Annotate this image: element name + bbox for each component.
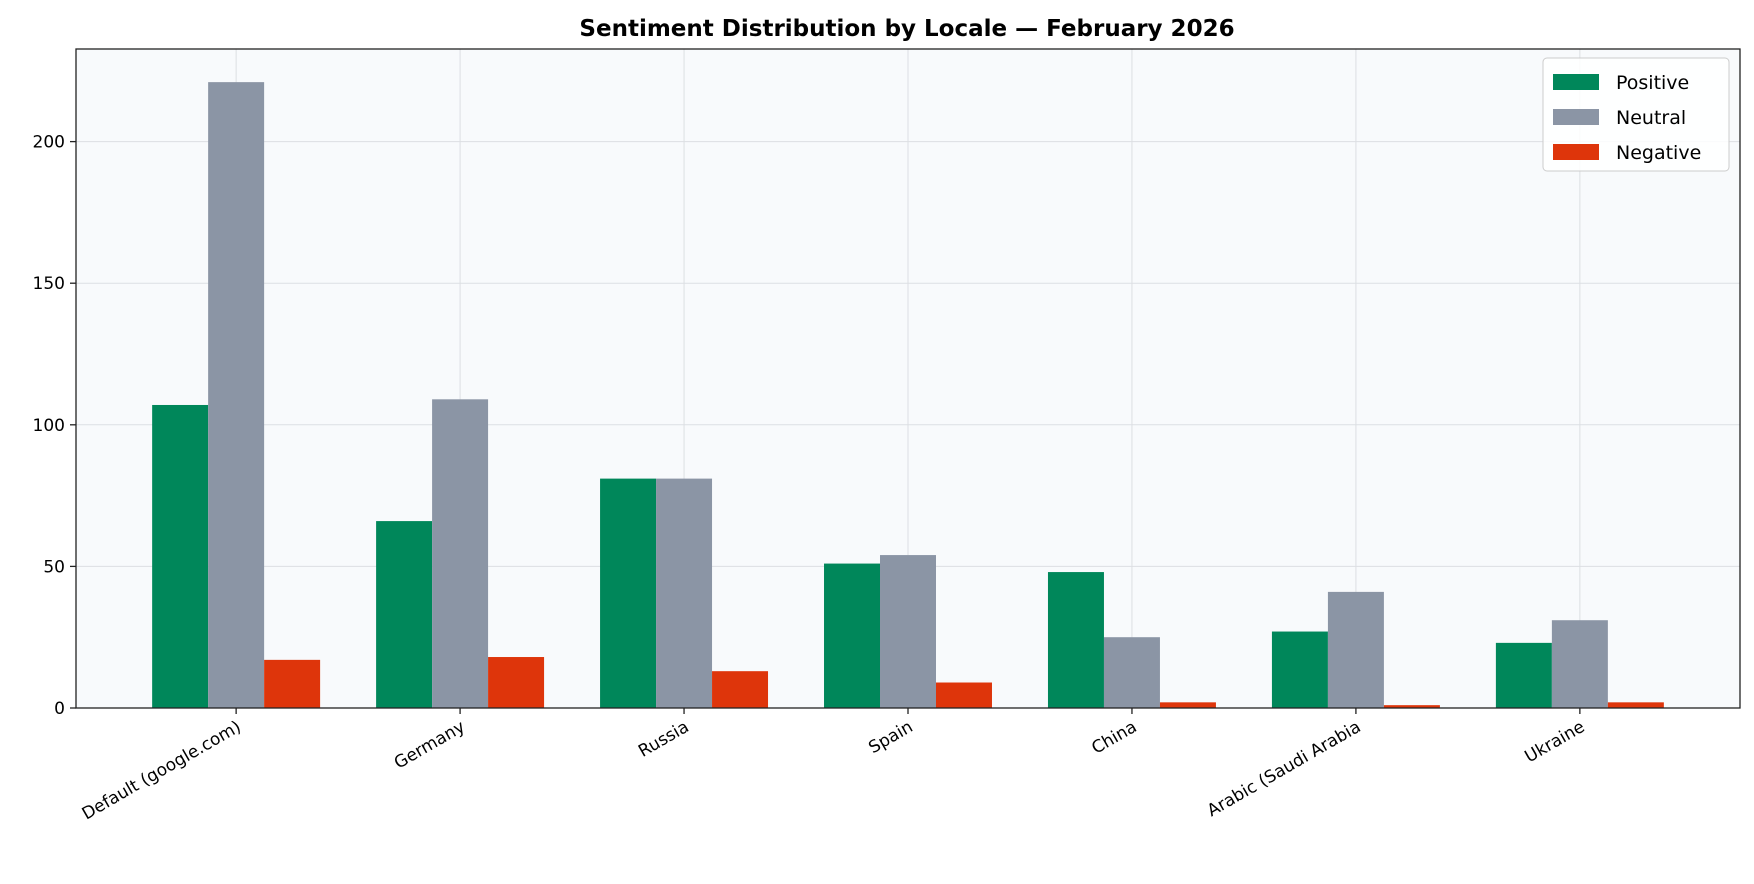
- legend: Positive Neutral Negative: [1542, 57, 1730, 172]
- bar-negative: [488, 657, 545, 708]
- legend-swatch-positive: [1553, 74, 1599, 90]
- bar-negative: [1607, 702, 1664, 708]
- bar-negative: [1383, 705, 1440, 708]
- legend-label-neutral: Neutral: [1616, 107, 1686, 129]
- bar-negative: [264, 659, 321, 708]
- bar-positive: [824, 563, 881, 708]
- y-tick-label: 100: [33, 416, 65, 436]
- x-tick-label: Ukraine: [1522, 717, 1589, 767]
- bar-neutral: [432, 399, 489, 708]
- bar-neutral: [208, 82, 265, 708]
- bar-negative: [1159, 702, 1216, 708]
- y-tick-label: 50: [43, 557, 65, 577]
- bar-positive: [1271, 631, 1328, 708]
- bar-neutral: [1103, 637, 1160, 708]
- bar-negative: [935, 682, 992, 708]
- legend-swatch-neutral: [1553, 109, 1599, 125]
- bar-positive: [1047, 572, 1104, 708]
- x-tick-label: Russia: [635, 717, 692, 762]
- bar-neutral: [656, 478, 713, 708]
- x-tick-label: Default (google.com): [79, 717, 245, 824]
- legend-label-negative: Negative: [1616, 142, 1701, 164]
- bar-positive: [600, 478, 657, 708]
- chart-title: Sentiment Distribution by Locale — Febru…: [579, 16, 1234, 42]
- bar-neutral: [880, 555, 936, 708]
- x-tick-label: Germany: [391, 717, 469, 773]
- bar-positive: [1495, 642, 1552, 708]
- y-tick-label: 200: [33, 133, 65, 153]
- bar-positive: [376, 521, 433, 708]
- x-tick-label: Spain: [865, 717, 916, 758]
- bar-positive: [152, 404, 209, 708]
- x-tick-label: China: [1088, 717, 1140, 759]
- bars: [152, 82, 1664, 708]
- bar-neutral: [1327, 591, 1384, 708]
- legend-swatch-negative: [1553, 144, 1599, 160]
- legend-label-positive: Positive: [1616, 72, 1689, 94]
- y-tick-label: 150: [33, 274, 65, 294]
- bar-negative: [712, 671, 769, 708]
- x-tick-label: Arabic (Saudi Arabia: [1204, 717, 1365, 821]
- y-tick-label: 0: [54, 699, 65, 719]
- bar-neutral: [1551, 620, 1608, 708]
